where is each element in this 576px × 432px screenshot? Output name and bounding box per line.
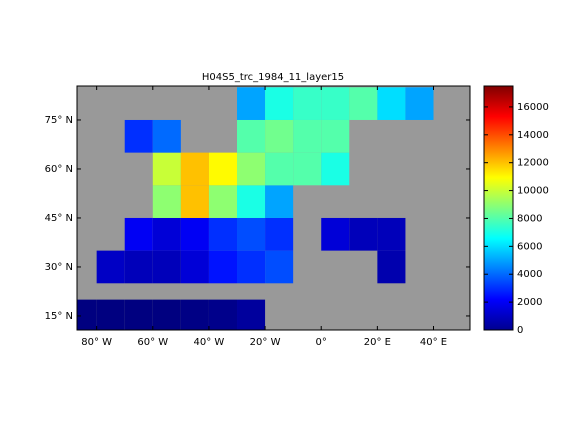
- cell: [208, 250, 238, 284]
- cell: [377, 250, 406, 284]
- cell: [265, 250, 294, 284]
- y-tick-label: 15° N: [45, 311, 73, 322]
- cell: [124, 217, 153, 251]
- x-tick-label: 60° W: [137, 337, 168, 348]
- cell: [293, 119, 322, 153]
- x-tick-label: 0°: [316, 337, 327, 348]
- cell: [237, 217, 266, 251]
- cell: [321, 119, 350, 153]
- y-tick-label: 30° N: [45, 262, 73, 273]
- cell: [77, 299, 97, 330]
- cell: [152, 299, 181, 330]
- cell: [405, 87, 434, 120]
- field: [77, 87, 434, 330]
- colorbar-tick-label: 2000: [517, 297, 542, 308]
- colorbar-tick-label: 0: [517, 325, 523, 336]
- cell: [377, 87, 406, 120]
- cell: [208, 152, 238, 186]
- cell: [152, 217, 181, 251]
- colorbar-tick-label: 14000: [517, 130, 549, 141]
- cell: [237, 250, 266, 284]
- cell: [237, 119, 266, 153]
- cell: [180, 299, 209, 330]
- cell: [180, 250, 209, 284]
- colorbar-tick-label: 8000: [517, 213, 542, 224]
- y-tick-label: 60° N: [45, 164, 73, 175]
- cell: [152, 250, 181, 284]
- cell: [180, 217, 209, 251]
- cell: [265, 217, 294, 251]
- cell: [237, 185, 266, 218]
- cell: [321, 217, 350, 251]
- colorbar-tick-label: 12000: [517, 158, 549, 169]
- cell: [96, 299, 125, 330]
- colorbar-tick-label: 10000: [517, 186, 549, 197]
- plot-frame: [76, 85, 471, 331]
- cell: [265, 185, 294, 218]
- cell: [180, 185, 209, 218]
- cell: [349, 87, 378, 120]
- y-tick-label: 45° N: [45, 213, 73, 224]
- cell: [321, 87, 350, 120]
- colorbar: [483, 85, 514, 331]
- cell: [180, 152, 209, 186]
- colorbar-tick-label: 6000: [517, 241, 542, 252]
- cell: [293, 87, 322, 120]
- cell: [152, 185, 181, 218]
- x-tick-label: 80° W: [81, 337, 112, 348]
- cell: [152, 119, 181, 153]
- cell: [265, 119, 294, 153]
- cell: [377, 217, 406, 251]
- y-tick-label: 75° N: [45, 115, 73, 126]
- cell: [237, 299, 266, 330]
- x-tick-label: 40° W: [194, 337, 225, 348]
- cell: [96, 250, 125, 284]
- cell: [124, 119, 153, 153]
- cell: [349, 217, 378, 251]
- cell: [124, 299, 153, 330]
- colorbar-tick-label: 4000: [517, 269, 542, 280]
- cell: [237, 152, 266, 186]
- colorbar-tick-label: 16000: [517, 102, 549, 113]
- cell: [208, 185, 238, 218]
- chart-title: H04S5_trc_1984_11_layer15: [202, 72, 344, 83]
- cell: [208, 217, 238, 251]
- cell: [265, 152, 294, 186]
- cell: [124, 250, 153, 284]
- x-tick-label: 20° W: [250, 337, 281, 348]
- x-tick-label: 40° E: [420, 337, 447, 348]
- cell: [152, 152, 181, 186]
- x-tick-label: 20° E: [364, 337, 391, 348]
- cell: [208, 299, 238, 330]
- cell: [293, 152, 322, 186]
- cell: [321, 152, 350, 186]
- cell: [265, 87, 294, 120]
- cell: [237, 87, 266, 120]
